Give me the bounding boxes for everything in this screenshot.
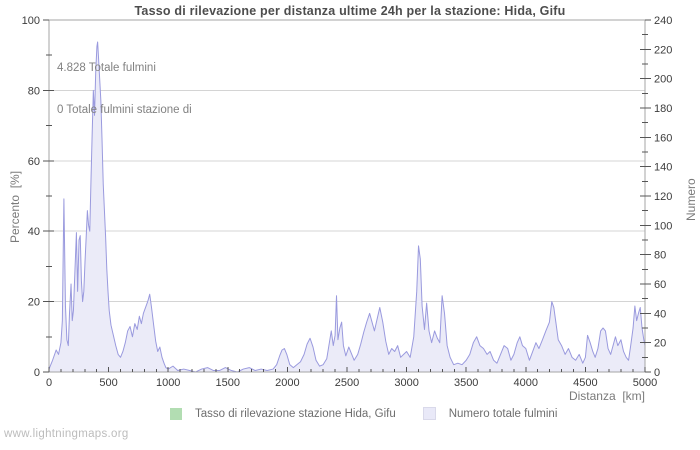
svg-text:40: 40 <box>654 308 666 320</box>
legend-swatch-total-lightning <box>422 407 436 420</box>
gridlines <box>49 89 645 303</box>
svg-text:240: 240 <box>654 15 672 27</box>
svg-text:100: 100 <box>22 15 40 27</box>
svg-text:4000: 4000 <box>514 377 538 389</box>
svg-text:160: 160 <box>654 132 672 144</box>
annotation-box: 4.828 Totale fulmini 0 Totale fulmini st… <box>57 33 192 145</box>
svg-text:3000: 3000 <box>394 377 418 389</box>
svg-text:200: 200 <box>654 74 672 86</box>
svg-text:2000: 2000 <box>275 377 299 389</box>
svg-text:3500: 3500 <box>454 377 478 389</box>
svg-text:40: 40 <box>28 226 40 238</box>
svg-text:1000: 1000 <box>156 377 180 389</box>
x-axis-label: Distanza [km] <box>568 389 645 403</box>
svg-text:5000: 5000 <box>633 377 657 389</box>
svg-text:1500: 1500 <box>216 377 240 389</box>
y-axis-label-left: Percento [%] <box>8 170 22 243</box>
svg-text:180: 180 <box>654 103 672 115</box>
svg-text:20: 20 <box>28 297 40 309</box>
svg-text:100: 100 <box>654 220 672 232</box>
axis-ticks <box>43 19 651 373</box>
annotation-total-lightning: 4.828 Totale fulmini <box>57 62 156 74</box>
svg-text:60: 60 <box>654 279 666 291</box>
y-axis-label-right: Numero <box>684 178 698 221</box>
svg-text:20: 20 <box>654 338 666 350</box>
legend-swatch-detection-rate <box>170 407 182 420</box>
legend-label-detection-rate: Tasso di rilevazione stazione Hida, Gifu <box>195 407 396 420</box>
legend-label-total-lightning: Numero totale fulmini <box>448 407 558 420</box>
annotation-station-lightning: 0 Totale fulmini stazione di <box>57 104 192 116</box>
series-total-lightning <box>48 41 646 373</box>
page-title: Tasso di rilevazione per distanza ultime… <box>134 4 566 18</box>
svg-text:220: 220 <box>654 44 672 56</box>
svg-text:120: 120 <box>654 191 672 203</box>
watermark-url: www.lightningmaps.org <box>4 428 129 440</box>
chart-legend: Tasso di rilevazione stazione Hida, Gifu… <box>170 407 557 420</box>
svg-text:0: 0 <box>46 377 52 389</box>
x-tick-labels: 0 500 1000 1500 2000 2500 3000 3500 4000 4500 5000 <box>46 377 657 389</box>
svg-text:0: 0 <box>654 367 660 379</box>
svg-text:80: 80 <box>28 85 40 97</box>
y-left-tick-labels: 0 20 40 60 80 100 <box>22 15 40 379</box>
svg-text:4500: 4500 <box>573 377 597 389</box>
svg-text:0: 0 <box>34 367 40 379</box>
svg-text:80: 80 <box>654 250 666 262</box>
svg-text:500: 500 <box>99 377 117 389</box>
svg-text:140: 140 <box>654 162 672 174</box>
svg-text:2500: 2500 <box>335 377 359 389</box>
y-right-tick-labels: 0 20 40 60 80 100 120 140 160 180 200 220 240 <box>654 15 672 379</box>
svg-text:60: 60 <box>28 156 40 168</box>
